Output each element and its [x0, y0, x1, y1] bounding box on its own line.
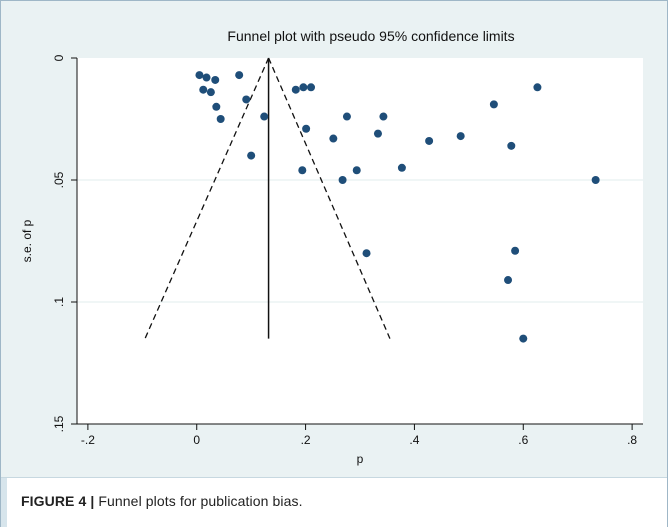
- plot-area: [77, 58, 643, 424]
- x-axis-label: p: [357, 452, 364, 466]
- x-tick-label: .2: [301, 433, 311, 447]
- y-tick-label: .15: [52, 415, 66, 432]
- data-point: [242, 95, 251, 104]
- caption-body: Funnel plots for publication bias.: [98, 493, 303, 509]
- data-point: [298, 166, 307, 175]
- data-point: [519, 334, 528, 343]
- data-point: [260, 112, 269, 121]
- data-point: [489, 100, 498, 109]
- data-point: [425, 136, 434, 145]
- data-point: [362, 249, 371, 258]
- plot-region: Funnel plot with pseudo 95% confidence l…: [1, 1, 667, 477]
- funnel-plot: Funnel plot with pseudo 95% confidence l…: [20, 28, 643, 466]
- data-point: [373, 129, 382, 138]
- data-point: [247, 151, 256, 160]
- data-point: [329, 134, 338, 143]
- caption-accent: [1, 478, 7, 527]
- figure-caption: FIGURE 4 | Funnel plots for publication …: [21, 493, 303, 509]
- data-point: [302, 124, 311, 133]
- chart-title: Funnel plot with pseudo 95% confidence l…: [227, 28, 514, 44]
- y-tick-label: .1: [52, 297, 66, 307]
- data-point: [533, 83, 542, 92]
- data-point: [211, 75, 220, 84]
- caption-bar: FIGURE 4 | Funnel plots for publication …: [1, 477, 667, 527]
- data-point: [352, 166, 361, 175]
- x-tick-label: .4: [409, 433, 419, 447]
- caption-label: FIGURE 4 |: [21, 493, 95, 509]
- confidence-limit-right: [267, 57, 391, 339]
- data-point: [379, 112, 388, 121]
- confidence-limit-left: [144, 57, 270, 339]
- x-tick-label: .8: [627, 433, 637, 447]
- data-point: [511, 246, 520, 255]
- y-tick-label: 0: [52, 54, 66, 61]
- data-point: [591, 176, 600, 184]
- data-point: [342, 112, 351, 121]
- data-point: [338, 176, 347, 184]
- x-tick-label: -.2: [81, 433, 95, 447]
- data-point: [216, 115, 225, 123]
- data-point: [199, 85, 208, 94]
- y-axis-label: s.e. of p: [20, 219, 34, 262]
- data-point: [456, 132, 465, 141]
- data-point: [507, 141, 516, 150]
- data-point: [307, 83, 316, 92]
- data-point: [195, 71, 204, 80]
- y-tick-label: .05: [52, 171, 66, 188]
- data-point: [235, 71, 244, 80]
- data-point: [291, 85, 300, 94]
- data-point: [202, 73, 211, 82]
- x-tick-label: .6: [518, 433, 528, 447]
- data-point: [206, 88, 215, 97]
- data-point: [299, 83, 308, 92]
- x-tick-label: 0: [193, 433, 200, 447]
- data-point: [504, 276, 513, 285]
- data-point: [212, 102, 221, 111]
- data-point: [397, 163, 406, 172]
